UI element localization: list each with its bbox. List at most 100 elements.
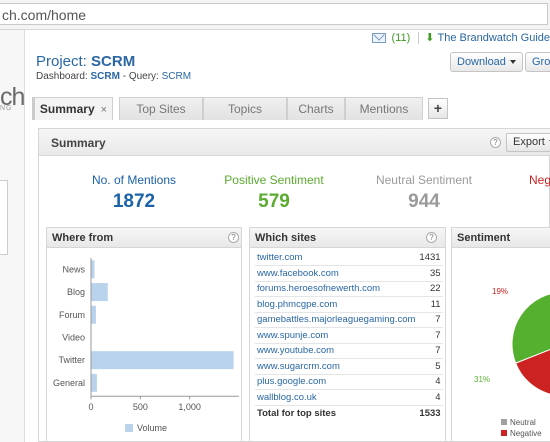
tab-top-sites[interactable]: Top Sites [119,97,203,120]
site-link[interactable]: www.youtube.com [255,343,418,359]
group-label: Gro [532,56,550,68]
table-row[interactable]: www.sugarcrm.com 5 [255,358,443,375]
table-row[interactable]: wallblog.co.uk 4 [255,389,443,406]
sidebar-panel [0,180,8,255]
tab-topics[interactable]: Topics [203,97,287,120]
site-count: 5 [417,358,443,375]
tab-label: Top Sites [136,102,186,116]
bar [91,351,234,370]
tab-label: Mentions [359,102,409,116]
site-link[interactable]: gamebattles.majorleaguegaming.com [255,312,418,328]
brand-logo-sub: NG [0,105,13,112]
sentiment-chart: 19% 31% Neutral Negative [474,287,550,438]
top-links: (11) ⬇ The Brandwatch Guide [371,31,550,44]
bar [91,373,97,392]
slice-label: 19% [492,287,508,296]
metric-value: 944 [408,191,440,212]
table-row[interactable]: www.spunje.com 7 [255,327,443,344]
add-tab-button[interactable]: + [428,98,448,119]
x-tick-label: 500 [133,402,148,412]
table-row[interactable]: plus.google.com 4 [255,374,443,390]
page-title: Project: SCRM [36,53,135,70]
url-field[interactable]: ch.com/home [0,3,548,25]
left-sidebar: ch NG [0,30,25,442]
bar [91,283,108,302]
tab-label: Charts [298,102,334,116]
metric-negative: Nega [529,173,550,187]
close-icon[interactable]: × [100,104,108,116]
site-count: 7 [417,343,443,359]
x-tick-label: 0 [88,402,93,412]
query-label: - Query: [122,71,159,82]
export-button[interactable]: Export [506,133,550,152]
site-count: 22 [417,281,443,297]
which-sites-widget: Which sites ? twitter.com 1431 www.faceboo… [249,227,446,442]
site-link[interactable]: wallblog.co.uk [255,389,418,406]
tab-label: Summary [39,102,95,116]
browser-address-bar: ch.com/home [0,0,550,30]
divider [418,31,420,44]
tab-charts[interactable]: Charts [287,97,345,120]
bar [91,260,95,279]
export-label: Export [513,136,545,148]
table-row[interactable]: forums.heroesofnewerth.com 22 [255,281,443,297]
site-link[interactable]: twitter.com [255,250,418,266]
project-name: SCRM [91,53,136,70]
download-label: Download [457,56,506,68]
help-icon[interactable]: ? [426,232,437,243]
widget-title: Where from [52,232,114,244]
legend-swatch [501,419,507,425]
message-count[interactable]: (11) [391,31,411,44]
table-row[interactable]: blog.phmcgpe.com 11 [255,296,443,313]
site-link[interactable]: blog.phmcgpe.com [255,296,418,313]
metric-value: 1872 [112,191,156,212]
summary-panel: Summary ? Export No. of Mentions 1872 Po… [38,128,550,442]
table-row[interactable]: gamebattles.majorleaguegaming.com 7 [255,312,443,328]
envelope-icon[interactable] [371,32,386,43]
group-button[interactable]: Gro [525,52,550,72]
dashboard-label: Dashboard: [36,71,88,82]
site-count: 11 [417,296,443,313]
site-link[interactable]: plus.google.com [255,374,418,390]
x-tick-label: 1,000 [178,402,201,412]
summary-title: Summary [51,136,106,150]
download-button[interactable]: Download [450,52,523,72]
tab-mentions[interactable]: Mentions [345,97,423,120]
where-from-widget: Where from ? News Blog Forum Video Twitter Ge… [46,227,242,442]
table-row[interactable]: twitter.com 1431 [255,250,443,266]
legend-swatch [125,424,133,432]
category-label: Twitter [58,355,85,365]
query-name[interactable]: SCRM [161,71,192,82]
table-row[interactable]: www.youtube.com 7 [255,343,443,359]
help-icon[interactable]: ? [490,137,501,148]
site-link[interactable]: forums.heroesofnewerth.com [255,281,418,297]
sentiment-widget: Sentiment 19% 31% Neutral Negative [451,227,550,442]
chevron-down-icon [509,60,516,65]
brandwatch-guide-link[interactable]: The Brandwatch Guide [437,31,550,44]
site-count: 35 [417,265,443,282]
site-link[interactable]: www.spunje.com [255,327,418,344]
category-label: General [53,378,85,388]
dashboard-name[interactable]: SCRM [90,71,120,82]
legend-label: Neutral [510,418,536,427]
category-label: Video [62,332,85,342]
site-link[interactable]: www.sugarcrm.com [255,358,418,375]
pie-slice [511,293,550,364]
project-label: Project: [36,53,87,70]
legend-swatch [501,430,507,436]
category-label: Forum [59,310,85,320]
breadcrumb: Dashboard: SCRM - Query: SCRM [36,71,191,82]
category-label: Blog [67,287,85,297]
url-text: ch.com/home [2,7,87,23]
tab-summary[interactable]: Summary × [32,97,113,120]
help-icon[interactable]: ? [228,232,239,243]
table-row[interactable]: www.facebook.com 35 [255,265,443,282]
site-count: 4 [417,389,443,406]
site-link[interactable]: www.facebook.com [255,265,418,282]
metric-mentions: No. of Mentions 1872 [74,173,194,213]
download-arrow-icon: ⬇ [425,32,435,44]
metric-value: 579 [258,191,290,212]
widget-header: Sentiment [452,228,550,248]
bar [91,305,96,324]
chevron-down-icon [548,140,550,145]
